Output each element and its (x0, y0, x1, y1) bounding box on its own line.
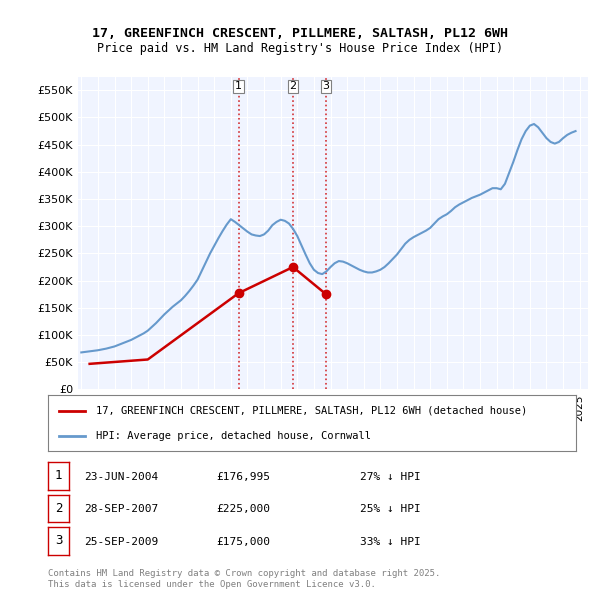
Text: 3: 3 (55, 535, 62, 548)
Text: 33% ↓ HPI: 33% ↓ HPI (360, 537, 421, 546)
Text: 3: 3 (323, 81, 329, 91)
Text: Price paid vs. HM Land Registry's House Price Index (HPI): Price paid vs. HM Land Registry's House … (97, 42, 503, 55)
Text: 27% ↓ HPI: 27% ↓ HPI (360, 472, 421, 481)
Text: 1: 1 (55, 470, 62, 483)
Text: 28-SEP-2007: 28-SEP-2007 (84, 504, 158, 514)
Text: 2: 2 (289, 81, 296, 91)
Text: 17, GREENFINCH CRESCENT, PILLMERE, SALTASH, PL12 6WH: 17, GREENFINCH CRESCENT, PILLMERE, SALTA… (92, 27, 508, 40)
Text: £225,000: £225,000 (216, 504, 270, 514)
Text: 23-JUN-2004: 23-JUN-2004 (84, 472, 158, 481)
Text: 25% ↓ HPI: 25% ↓ HPI (360, 504, 421, 514)
Text: £176,995: £176,995 (216, 472, 270, 481)
Text: 2: 2 (55, 502, 62, 515)
Text: 1: 1 (235, 81, 242, 91)
Text: 17, GREENFINCH CRESCENT, PILLMERE, SALTASH, PL12 6WH (detached house): 17, GREENFINCH CRESCENT, PILLMERE, SALTA… (95, 406, 527, 416)
Text: Contains HM Land Registry data © Crown copyright and database right 2025.
This d: Contains HM Land Registry data © Crown c… (48, 569, 440, 589)
Text: 25-SEP-2009: 25-SEP-2009 (84, 537, 158, 546)
Text: HPI: Average price, detached house, Cornwall: HPI: Average price, detached house, Corn… (95, 431, 371, 441)
Text: £175,000: £175,000 (216, 537, 270, 546)
